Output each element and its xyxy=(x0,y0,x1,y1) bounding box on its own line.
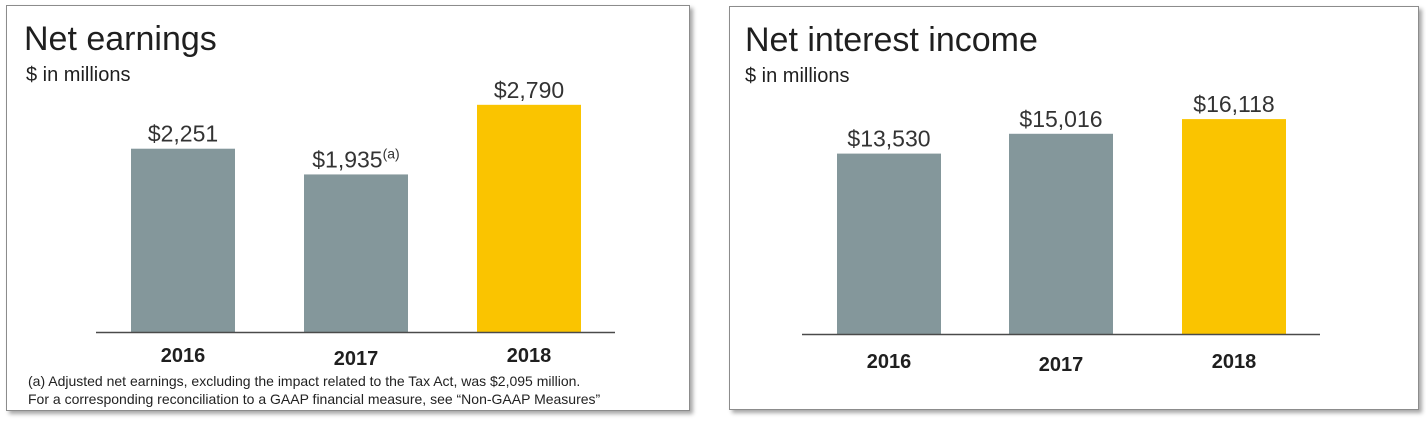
data-label-2016: $13,530 xyxy=(847,126,930,152)
bar-2018 xyxy=(1182,119,1286,335)
net-interest-income-subtitle: $ in millions xyxy=(745,65,850,87)
bar-2017 xyxy=(1009,133,1113,334)
bar-2016 xyxy=(131,148,235,332)
bar-2017 xyxy=(304,174,408,332)
data-label-2016: $2,251 xyxy=(148,121,218,147)
net-interest-income-title: Net interest income xyxy=(745,21,1038,59)
net-interest-income-chart: $13,530 2016 $15,016 2017 $16,118 2018 xyxy=(802,91,1320,376)
net-earnings-panel: Net earnings $ in millions $2,251 2016 $1,… xyxy=(6,5,690,411)
data-label-2017: $1,935(a) xyxy=(312,145,399,172)
net-earnings-footnote: (a) Adjusted net earnings, excluding the… xyxy=(28,372,600,408)
footnote-line-2: For a corresponding reconciliation to a … xyxy=(28,391,601,407)
category-label-2016: 2016 xyxy=(161,345,206,367)
category-label-2018: 2018 xyxy=(1212,351,1257,373)
category-label-2016: 2016 xyxy=(867,351,912,373)
net-interest-income-panel: Net interest income $ in millions $13,53… xyxy=(729,6,1419,410)
data-label-2017: $15,016 xyxy=(1019,106,1102,132)
net-earnings-subtitle: $ in millions xyxy=(26,64,131,86)
category-label-2017: 2017 xyxy=(1039,354,1084,376)
net-earnings-title: Net earnings xyxy=(24,20,217,58)
category-label-2018: 2018 xyxy=(507,345,552,367)
data-label-2018: $16,118 xyxy=(1193,91,1274,117)
net-earnings-chart: $2,251 2016 $1,935(a) 2017 $2,790 2018 xyxy=(96,77,615,370)
data-label-superscript: (a) xyxy=(383,145,400,161)
category-label-2017: 2017 xyxy=(334,348,379,370)
data-label-2018: $2,790 xyxy=(494,77,564,103)
bar-2018 xyxy=(477,104,581,332)
bar-2016 xyxy=(837,153,941,334)
footnote-line-1: (a) Adjusted net earnings, excluding the… xyxy=(28,373,581,389)
